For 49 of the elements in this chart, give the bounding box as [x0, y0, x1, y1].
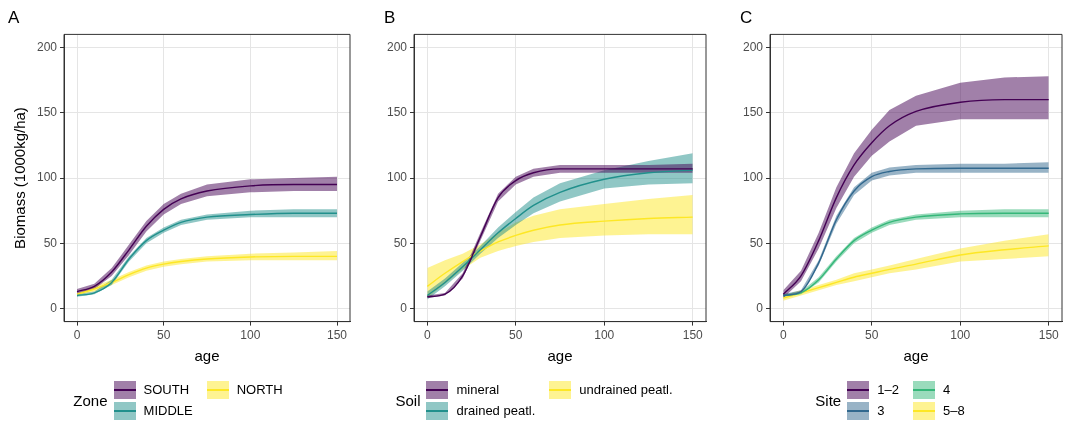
- y-tick-label: 100: [386, 170, 408, 185]
- legend-title: Soil: [395, 391, 421, 409]
- x-tick-label: 50: [865, 328, 879, 343]
- x-tick-label: 50: [509, 328, 523, 343]
- y-tick-label: 200: [36, 39, 58, 54]
- x-tick-label: 150: [326, 328, 348, 343]
- x-tick-label: 150: [1038, 328, 1060, 343]
- y-tick-label: 0: [756, 300, 764, 315]
- legend-label: 5–8: [942, 403, 965, 418]
- x-tick-label: 100: [950, 328, 971, 343]
- y-tick-label: 200: [742, 39, 764, 54]
- y-tick-label: 100: [36, 170, 58, 185]
- legend-label: 1–2: [877, 382, 899, 397]
- chart-title: A: [8, 7, 20, 27]
- legend-label: 3: [877, 403, 885, 418]
- y-tick-label: 150: [36, 105, 58, 120]
- line-series: [782, 245, 1050, 299]
- x-tick-label: 0: [423, 328, 431, 343]
- x-tick-label: 150: [682, 328, 704, 343]
- y-tick-label: 0: [400, 300, 408, 315]
- y-tick-label: 50: [749, 235, 764, 250]
- x-axis-title: age: [903, 347, 929, 365]
- x-axis-title: age: [547, 347, 573, 365]
- legend-title: Site: [815, 391, 842, 409]
- y-tick-label: 150: [386, 105, 408, 120]
- x-tick-label: 100: [594, 328, 615, 343]
- chart-title: C: [740, 7, 753, 27]
- x-tick-label: 50: [157, 328, 171, 343]
- x-tick-label: 0: [779, 328, 787, 343]
- legend-label: drained peatl.: [456, 403, 536, 418]
- chart-title: B: [384, 7, 396, 27]
- y-tick-label: 50: [43, 235, 58, 250]
- legend-label: mineral: [456, 382, 500, 397]
- y-tick-label: 50: [393, 235, 408, 250]
- legend-label: 4: [942, 382, 951, 397]
- line-series: [426, 216, 694, 288]
- legend-label: NORTH: [236, 382, 283, 397]
- y-tick-label: 150: [742, 105, 764, 120]
- y-tick-label: 200: [386, 39, 408, 54]
- x-axis-title: age: [194, 347, 220, 365]
- legend-label: undrained peatl.: [579, 382, 673, 397]
- legend-label: SOUTH: [143, 382, 190, 397]
- x-tick-label: 0: [73, 328, 81, 343]
- x-tick-label: 100: [240, 328, 261, 343]
- y-axis-title: Biomass (1000kg/ha): [11, 107, 29, 249]
- y-tick-label: 100: [742, 170, 764, 185]
- legend-title: Zone: [73, 391, 108, 409]
- legend-label: MIDDLE: [143, 403, 193, 418]
- y-tick-label: 0: [50, 300, 58, 315]
